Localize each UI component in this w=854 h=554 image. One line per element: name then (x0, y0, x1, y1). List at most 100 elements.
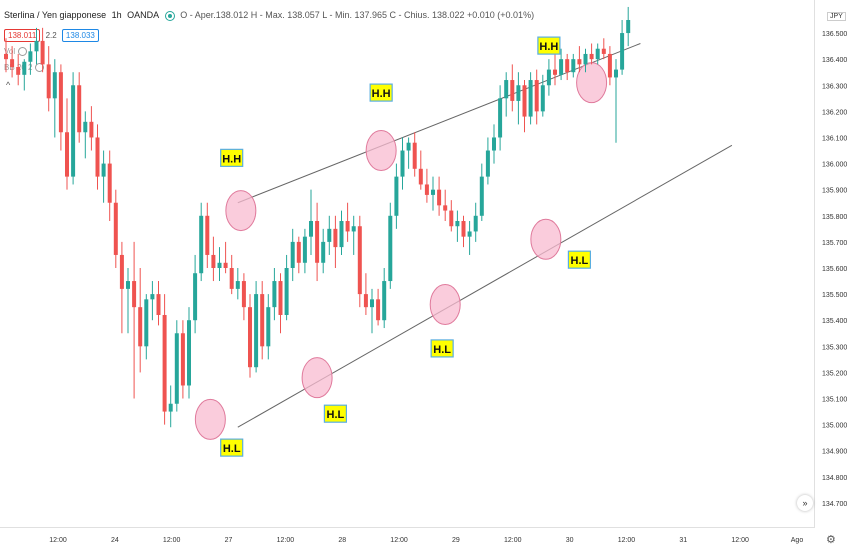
candle-body (266, 307, 271, 347)
candle-body (534, 80, 539, 112)
price-axis[interactable]: 136.500 136.400 136.300 136.200 136.100 136.0… (822, 31, 847, 508)
x-tick-label: 29 (452, 537, 460, 544)
annotation-box[interactable] (220, 438, 244, 457)
spread: 2.2 (45, 31, 57, 40)
candle-body (235, 281, 240, 289)
candle (614, 59, 618, 143)
annotation-box[interactable] (430, 339, 454, 358)
highlight-ellipse[interactable] (225, 190, 257, 232)
annotation-box[interactable] (537, 36, 561, 55)
candle (607, 46, 612, 86)
candle (370, 288, 374, 334)
candle (522, 80, 527, 133)
candle-body (174, 333, 179, 404)
y-tick-label: 135.200 (822, 370, 847, 377)
candle (223, 241, 228, 274)
annotation-box[interactable] (567, 250, 592, 269)
x-tick-label: 12:00 (390, 537, 408, 544)
candle (113, 189, 118, 268)
candle-body (345, 221, 350, 232)
y-tick-label: 135.100 (822, 397, 847, 404)
candle (437, 176, 442, 216)
y-tick-label: 134.800 (822, 475, 847, 482)
candle (16, 53, 21, 86)
annotation-box[interactable] (369, 83, 393, 102)
y-tick-label: 134.900 (822, 449, 847, 456)
candle (412, 132, 417, 177)
settings-gear-icon[interactable]: ⚙ (826, 534, 836, 546)
x-tick-label: 28 (338, 537, 346, 544)
candle (180, 320, 185, 399)
candle (205, 202, 210, 268)
ohlc-values: O - Aper.138.012 H - Max. 138.057 L - Mi… (180, 10, 535, 20)
highlight-ellipse[interactable] (530, 218, 562, 260)
highlight-ellipse[interactable] (194, 398, 226, 440)
eye-icon[interactable] (35, 63, 45, 73)
candle-body (315, 221, 320, 263)
candle (479, 163, 484, 222)
eye-icon[interactable] (18, 47, 28, 57)
time-axis[interactable]: 12:00 24 12:00 27 12:00 28 12:00 29 12:00 30 12:00… (49, 537, 803, 544)
candle (461, 215, 466, 248)
candle (302, 228, 307, 274)
candle (83, 111, 88, 159)
candle (260, 281, 265, 360)
candle-body (479, 176, 484, 216)
candle-body (614, 69, 618, 78)
candle (418, 150, 423, 190)
candle-body (431, 189, 435, 195)
symbol-name[interactable]: Sterlina / Yen giapponese (4, 10, 107, 20)
y-tick-label: 135.800 (822, 214, 847, 221)
candle (315, 202, 320, 282)
candle-body (382, 281, 387, 321)
candle (22, 59, 27, 91)
candle-body (119, 254, 124, 289)
bid-price[interactable]: 138.011 (4, 29, 41, 42)
candle (351, 215, 356, 255)
ask-price[interactable]: 138.033 (61, 29, 99, 42)
annotation-box[interactable] (323, 404, 347, 423)
x-tick-label: 12:00 (277, 537, 295, 544)
highlight-ellipse[interactable] (301, 357, 333, 399)
candle-body (461, 221, 466, 237)
x-tick-label: 27 (225, 537, 233, 544)
candle-body (217, 262, 222, 268)
volume-indicator[interactable]: Vol (4, 47, 28, 57)
candle-body (248, 307, 252, 368)
annotation-label: H.H (372, 88, 391, 100)
x-tick-label: 12:00 (731, 537, 749, 544)
candle-body (309, 221, 313, 237)
candle (626, 6, 631, 47)
candle (174, 320, 179, 412)
candle-body (504, 80, 509, 99)
highlight-ellipse[interactable] (365, 130, 397, 172)
annotation-box[interactable] (220, 148, 244, 167)
candle-body (376, 299, 381, 321)
candle-body (34, 40, 39, 52)
candle-body (290, 241, 295, 268)
collapse-legend-button[interactable]: ^ (6, 80, 11, 90)
candle (443, 189, 448, 222)
y-tick-label: 135.600 (822, 266, 847, 273)
candle-body (180, 333, 185, 386)
candle (382, 268, 387, 329)
x-tick-label: 12:00 (504, 537, 522, 544)
interval[interactable]: 1h (111, 10, 122, 20)
candle (455, 210, 460, 242)
highlight-ellipse[interactable] (429, 284, 461, 326)
price-axis-border (814, 0, 815, 528)
candle-body (601, 48, 606, 54)
candle-body (485, 150, 490, 177)
candle (406, 137, 411, 169)
candle-body (370, 299, 374, 308)
highlight-ellipse[interactable] (576, 62, 608, 104)
candle (235, 268, 240, 300)
candle (138, 268, 143, 373)
x-tick-label: 31 (679, 537, 687, 544)
candle (492, 124, 496, 164)
currency-label[interactable]: JPY (827, 12, 846, 21)
candle-body (138, 307, 143, 347)
x-tick-label: 24 (111, 537, 119, 544)
scroll-to-realtime-button[interactable]: » (797, 495, 813, 511)
